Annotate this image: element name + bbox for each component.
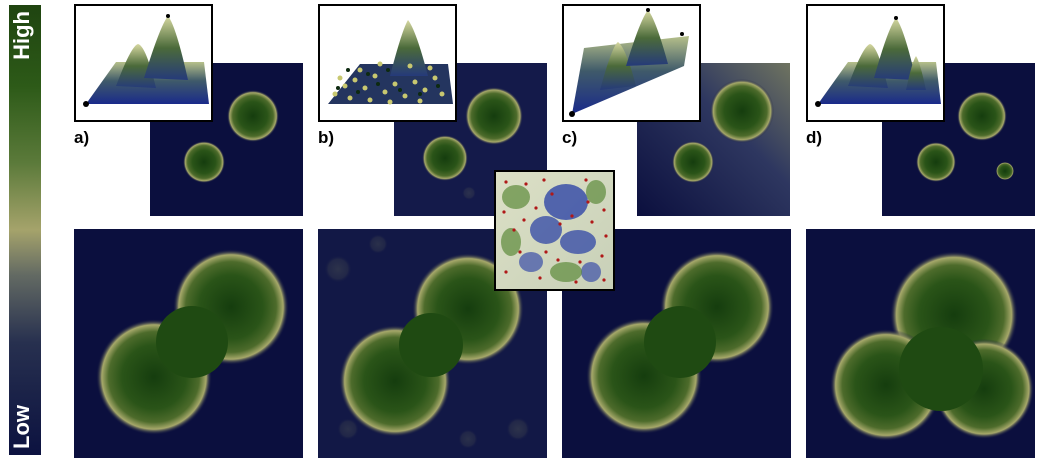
particle-map-inset [494,170,615,291]
heatmap-a-bottom [74,229,303,458]
surface-inset-a [74,4,213,122]
panel-label-c: c) [562,128,578,147]
panel-label-d: d) [806,128,823,147]
colorbar: High Low [9,5,41,455]
heatmap-d-bottom [806,229,1035,458]
surface-inset-c [562,4,701,122]
panel-label-b: b) [318,128,335,147]
heatmap-a-top [150,63,303,216]
surface-inset-b [318,4,457,122]
surface-inset-d [806,4,945,122]
heatmap-c-top [637,63,790,216]
colorbar-high-label: High [9,11,34,60]
colorbar-low-label: Low [9,405,34,449]
panel-label-a: a) [74,128,90,147]
